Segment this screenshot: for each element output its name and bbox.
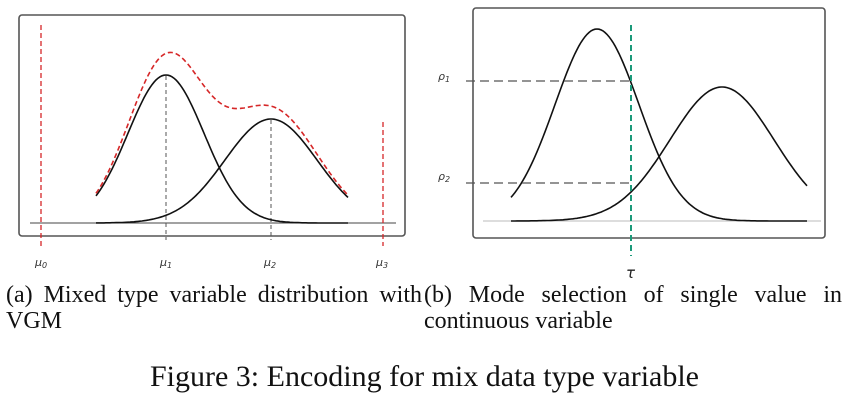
rho2-label: ρ2 xyxy=(438,170,450,184)
panel-b-caption: (b) Mode selection of single value in co… xyxy=(424,282,842,334)
mu1-label: μ1 xyxy=(159,256,172,270)
panel-a-caption: (a) Mixed type variable distribution wit… xyxy=(6,282,422,334)
mixture-density-curve xyxy=(95,51,349,196)
mu0-label: μ0 xyxy=(34,256,47,270)
mode-2-gaussian-curve xyxy=(96,118,349,224)
mode-2-gaussian-curve-b xyxy=(511,86,808,222)
panel-a-frame xyxy=(18,14,406,237)
rho1-label: ρ1 xyxy=(438,70,450,84)
panel-a: μ0 μ1 μ2 μ3 xyxy=(18,14,406,270)
figure-canvas: μ0 μ1 μ2 μ3 ρ1 ρ2 τ xyxy=(18,7,826,280)
tau-label: τ xyxy=(626,264,636,280)
mu3-label: μ3 xyxy=(375,256,388,270)
mode-1-gaussian-curve xyxy=(95,74,348,224)
mu2-label: μ2 xyxy=(263,256,276,270)
panel-b-frame xyxy=(472,7,826,239)
panel-b: ρ1 ρ2 τ xyxy=(438,7,826,280)
figure-caption: Figure 3: Encoding for mix data type var… xyxy=(149,360,699,393)
